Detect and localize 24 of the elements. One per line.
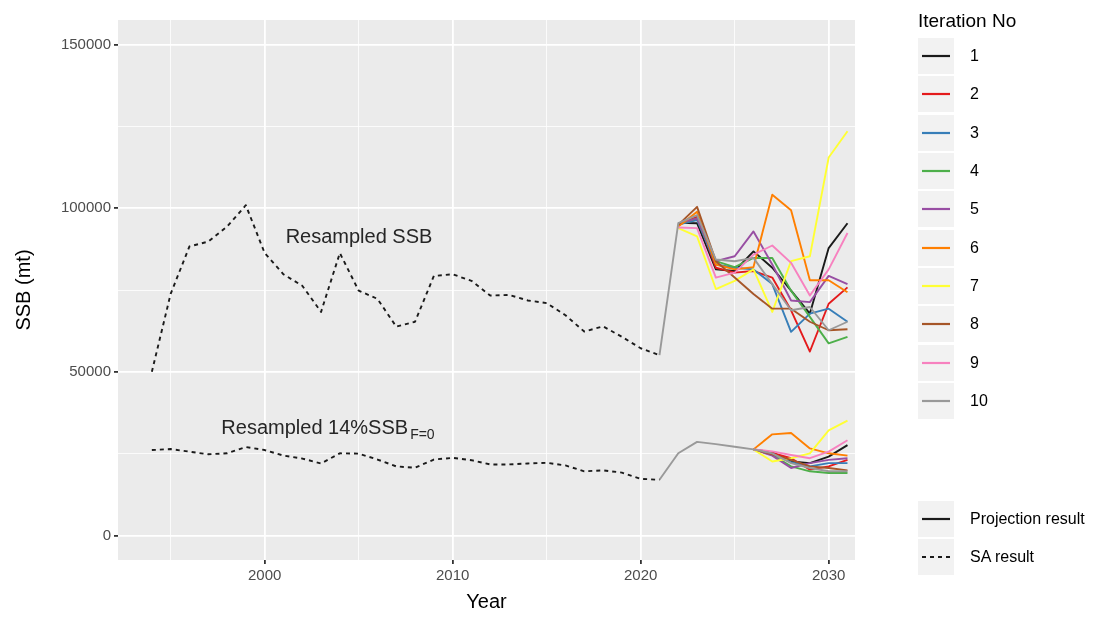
y-tick-label: 0 bbox=[102, 525, 111, 543]
legend-label: 3 bbox=[970, 123, 979, 142]
y-tick-label: 150000 bbox=[60, 34, 111, 52]
x-tick-label: 2030 bbox=[811, 566, 846, 584]
legend-label: 4 bbox=[970, 162, 979, 181]
legend-label: 2 bbox=[970, 85, 979, 104]
legend-label: 5 bbox=[970, 200, 979, 219]
y-axis-title: SSB (mt) bbox=[11, 249, 34, 331]
x-tick-label: 2020 bbox=[623, 566, 658, 584]
legend-title: Iteration No bbox=[918, 10, 1017, 32]
x-tick-label: 2000 bbox=[247, 566, 282, 584]
legend-label: 1 bbox=[970, 47, 979, 66]
annotation: Resampled SSB bbox=[285, 224, 433, 247]
legend-label: 9 bbox=[970, 353, 979, 372]
y-tick-label: 100000 bbox=[60, 198, 111, 216]
legend-label: 7 bbox=[970, 276, 979, 295]
x-axis-title: Year bbox=[466, 589, 508, 612]
legend-label: SA result bbox=[970, 548, 1035, 567]
legend-label: 8 bbox=[970, 315, 979, 334]
x-tick-label: 2010 bbox=[435, 566, 470, 584]
y-tick-label: 50000 bbox=[69, 361, 111, 379]
legend-label: 6 bbox=[970, 238, 979, 257]
text: Projection result bbox=[970, 510, 1085, 529]
legend-label: 10 bbox=[970, 391, 988, 410]
